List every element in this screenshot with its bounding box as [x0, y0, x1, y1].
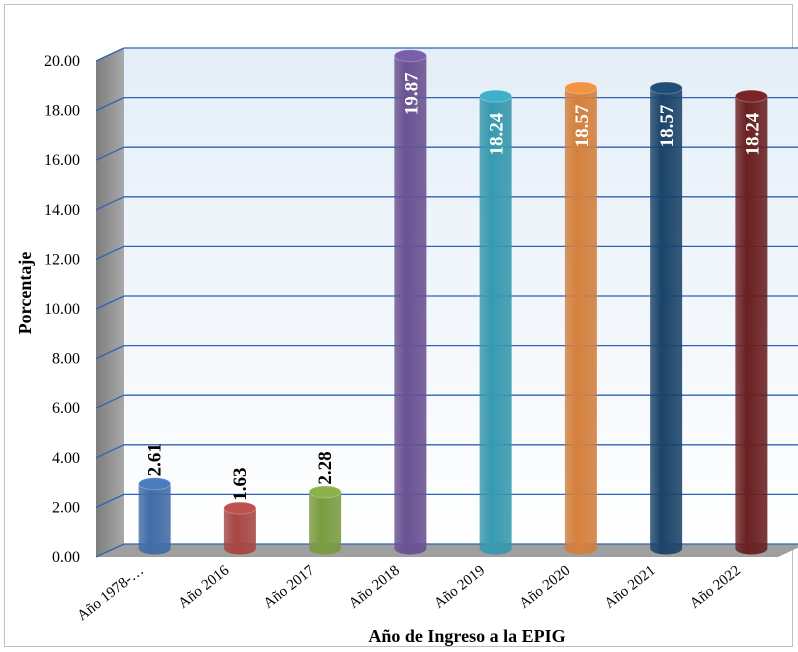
bar-value-label: 18.57 — [657, 104, 678, 147]
x-tick-label: Año 2019 — [431, 563, 488, 612]
y-tick-label: 6.00 — [52, 400, 80, 417]
bar-body — [223, 508, 256, 555]
bar-shade — [735, 96, 768, 555]
gridline-depth — [95, 345, 125, 360]
bar-shade — [479, 96, 512, 555]
bar: 18.57 — [564, 81, 598, 555]
bar: 18.57 — [649, 81, 683, 555]
bar-shade — [138, 483, 171, 555]
bar-body — [309, 491, 342, 555]
x-tick-label: Año 2020 — [517, 563, 574, 612]
gridline-depth — [95, 543, 125, 558]
y-tick-label: 14.00 — [44, 202, 80, 219]
bar-value-label: 18.57 — [572, 104, 593, 147]
y-axis-title: Porcentaje — [15, 252, 35, 335]
bar-shade — [309, 491, 342, 555]
bar-body — [394, 55, 427, 555]
y-tick-label: 0.00 — [52, 549, 80, 566]
bar: 1.63 — [223, 467, 257, 555]
y-tick-label: 12.00 — [44, 251, 80, 268]
gridline-depth — [95, 444, 125, 459]
gridline-depth — [95, 493, 125, 508]
chart-walls — [96, 48, 798, 557]
x-tick-label: Año 2021 — [602, 563, 659, 612]
bar-top — [308, 485, 342, 499]
bar-body — [479, 96, 512, 555]
bar-top — [393, 49, 427, 63]
bar-shade — [650, 87, 683, 555]
gridline-depth — [95, 196, 125, 211]
bar-top — [138, 477, 172, 491]
bar-body — [564, 87, 597, 555]
y-tick-label: 18.00 — [44, 103, 80, 120]
y-tick-label: 20.00 — [44, 53, 80, 70]
y-tick-label: 10.00 — [44, 301, 80, 318]
bar-top — [479, 89, 513, 103]
bar-shade — [564, 87, 597, 555]
bar-value-label: 18.24 — [487, 112, 508, 155]
bar: 19.87 — [393, 49, 427, 555]
bars: 2.61 1.63 2.28 19.87 18.24 18.57 18.57 18.24 — [138, 49, 768, 555]
bar-shade — [223, 508, 256, 555]
bar: 18.24 — [479, 89, 513, 555]
gridlines — [95, 47, 798, 558]
bar: 2.28 — [308, 451, 342, 555]
y-tick-label: 2.00 — [52, 499, 80, 516]
gridline-depth — [95, 394, 125, 409]
bar-body — [138, 483, 171, 555]
bar-body — [650, 87, 683, 555]
gridline-depth — [95, 47, 125, 62]
bar-value-label: 19.87 — [401, 72, 422, 115]
bar-value-label: 18.24 — [742, 112, 763, 155]
bar-top — [649, 81, 683, 95]
bar-top — [564, 81, 598, 95]
x-axis-categories: Año 1978-… Año 2016 Año 2017 Año 2018 Año 20… — [75, 562, 744, 624]
bar: 18.24 — [734, 89, 768, 555]
gridline-depth — [95, 245, 125, 260]
bar-body — [735, 96, 768, 555]
bar-shade — [394, 55, 427, 555]
y-tick-label: 4.00 — [52, 450, 80, 467]
bar-top — [223, 501, 257, 515]
bar-value-label: 2.61 — [145, 443, 166, 476]
bar-value-label: 1.63 — [230, 467, 251, 500]
bar: 2.61 — [138, 443, 172, 555]
gridline-depth — [95, 295, 125, 310]
bar-value-label: 2.28 — [315, 451, 336, 484]
bar-top — [734, 89, 768, 103]
x-axis-title: Año de Ingreso a la EPIG — [368, 626, 565, 646]
x-tick-label: Año 2018 — [346, 563, 403, 612]
y-axis-ticks: 0.00 2.00 4.00 6.00 8.00 10.00 12.00 14.00 16.00… — [44, 53, 80, 566]
gridline-depth — [95, 97, 125, 112]
x-tick-label: Año 2017 — [261, 562, 318, 612]
y-tick-label: 8.00 — [52, 351, 80, 368]
x-tick-label: Año 2016 — [176, 562, 233, 612]
x-tick-label: Año 2022 — [687, 563, 744, 612]
floor — [96, 544, 798, 557]
gridline-depth — [95, 146, 125, 161]
y-tick-label: 16.00 — [44, 152, 80, 169]
x-tick-label: Año 1978-… — [75, 563, 148, 625]
